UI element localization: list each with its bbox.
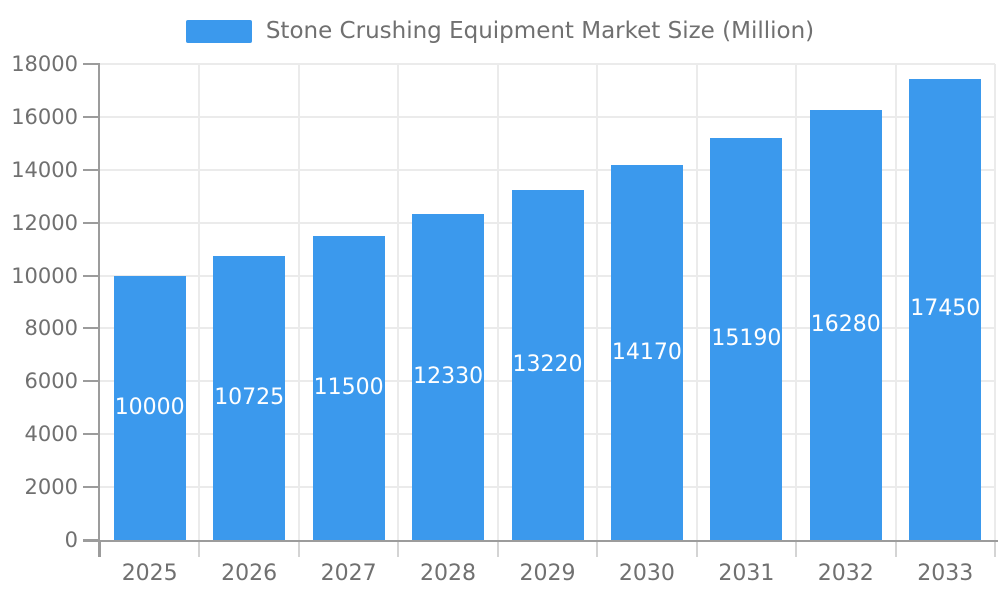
- bar[interactable]: 10000: [113, 275, 186, 540]
- x-tick-label-text: 2028: [419, 561, 476, 586]
- x-tick-label-text: 2025: [121, 561, 178, 586]
- y-axis-tick: [83, 380, 100, 383]
- gridline-vertical: [496, 64, 499, 540]
- y-tick-label: 16000: [0, 104, 78, 130]
- x-axis-tick: [99, 540, 101, 557]
- y-axis-tick: [83, 433, 100, 436]
- y-tick-label-text: 2000: [24, 475, 78, 500]
- bar-value-label: 16280: [810, 311, 881, 337]
- x-tick-label: 2026: [199, 561, 298, 587]
- y-tick-label-text: 12000: [11, 210, 78, 235]
- x-tick-label: 2032: [796, 561, 895, 587]
- gridline-vertical: [198, 64, 201, 540]
- x-tick-label-text: 2029: [519, 561, 576, 586]
- y-tick-label: 14000: [0, 157, 78, 183]
- y-tick-label: 0: [0, 527, 78, 553]
- bar[interactable]: 16280: [809, 109, 882, 540]
- bar-value-label: 11500: [313, 374, 384, 400]
- y-axis-tick: [83, 168, 100, 171]
- y-axis-tick: [83, 486, 100, 489]
- x-axis-tick: [596, 540, 599, 557]
- bar[interactable]: 10725: [213, 256, 286, 540]
- x-tick-label-text: 2026: [221, 561, 278, 586]
- y-tick-label-text: 8000: [24, 316, 78, 341]
- x-tick-label-text: 2032: [817, 561, 874, 586]
- x-tick-label: 2030: [597, 561, 696, 587]
- bar[interactable]: 13220: [511, 190, 584, 540]
- gridline-horizontal: [100, 63, 995, 65]
- bar[interactable]: 11500: [312, 235, 385, 540]
- x-axis-tick: [695, 540, 698, 557]
- bar[interactable]: 15190: [710, 138, 783, 540]
- y-tick-label: 6000: [0, 368, 78, 394]
- x-tick-label-text: 2027: [320, 561, 377, 586]
- x-tick-label: 2033: [896, 561, 995, 587]
- x-tick-label: 2029: [498, 561, 597, 587]
- gridline-horizontal: [100, 115, 995, 118]
- bar-value-label: 17450: [910, 296, 981, 322]
- x-axis-tick: [496, 540, 499, 557]
- bar[interactable]: 14170: [610, 165, 683, 540]
- y-axis-tick: [83, 327, 100, 330]
- gridline-vertical: [397, 64, 400, 540]
- x-axis-tick: [994, 540, 996, 557]
- gridline-vertical: [695, 64, 698, 540]
- legend[interactable]: Stone Crushing Equipment Market Size (Mi…: [0, 16, 1000, 46]
- x-axis-tick: [397, 540, 400, 557]
- y-axis-tick: [83, 221, 100, 224]
- x-tick-label-text: 2031: [718, 561, 775, 586]
- y-tick-label: 12000: [0, 210, 78, 236]
- y-tick-label-text: 10000: [11, 263, 78, 288]
- x-axis-tick: [198, 540, 201, 557]
- bar-value-label: 12330: [413, 363, 484, 389]
- gridline-vertical: [795, 64, 798, 540]
- y-axis-line: [98, 64, 100, 557]
- x-axis-tick: [894, 540, 897, 557]
- bar-value-label: 15190: [711, 326, 782, 352]
- x-axis-tick: [795, 540, 798, 557]
- y-tick-label: 8000: [0, 315, 78, 341]
- y-tick-label-text: 16000: [11, 104, 78, 129]
- y-axis-tick: [83, 274, 100, 277]
- x-tick-label: 2028: [398, 561, 497, 587]
- y-tick-label: 4000: [0, 421, 78, 447]
- x-tick-label-text: 2030: [618, 561, 675, 586]
- y-axis-tick: [83, 115, 100, 118]
- x-tick-label: 2025: [100, 561, 199, 587]
- x-tick-label-text: 2033: [917, 561, 974, 586]
- y-tick-label: 2000: [0, 474, 78, 500]
- y-axis-tick: [83, 63, 100, 65]
- y-tick-label: 18000: [0, 51, 78, 77]
- y-tick-label-text: 6000: [24, 369, 78, 394]
- gridline-vertical: [596, 64, 599, 540]
- bar[interactable]: 12330: [412, 213, 485, 540]
- x-tick-label: 2031: [697, 561, 796, 587]
- legend-swatch[interactable]: [185, 19, 252, 43]
- x-axis-line: [83, 540, 998, 542]
- gridline-vertical: [994, 64, 996, 540]
- bar-value-label: 13220: [512, 352, 583, 378]
- y-tick-label: 10000: [0, 263, 78, 289]
- bar-value-label: 10725: [214, 385, 285, 411]
- y-tick-label-text: 18000: [11, 52, 78, 76]
- legend-label: Stone Crushing Equipment Market Size (Mi…: [265, 18, 815, 44]
- bar[interactable]: 17450: [909, 78, 982, 540]
- y-tick-label-text: 0: [64, 528, 78, 552]
- y-tick-label-text: 14000: [11, 157, 78, 182]
- bar-value-label: 10000: [114, 394, 185, 420]
- gridline-horizontal: [100, 168, 995, 171]
- y-tick-label-text: 4000: [24, 422, 78, 447]
- x-tick-label: 2027: [299, 561, 398, 587]
- gridline-vertical: [297, 64, 300, 540]
- bar-value-label: 14170: [611, 339, 682, 365]
- x-axis-tick: [297, 540, 300, 557]
- gridline-vertical: [894, 64, 897, 540]
- plot-area: 10000 10725 11500 12330 13220 14170 15190 16280…: [83, 63, 998, 557]
